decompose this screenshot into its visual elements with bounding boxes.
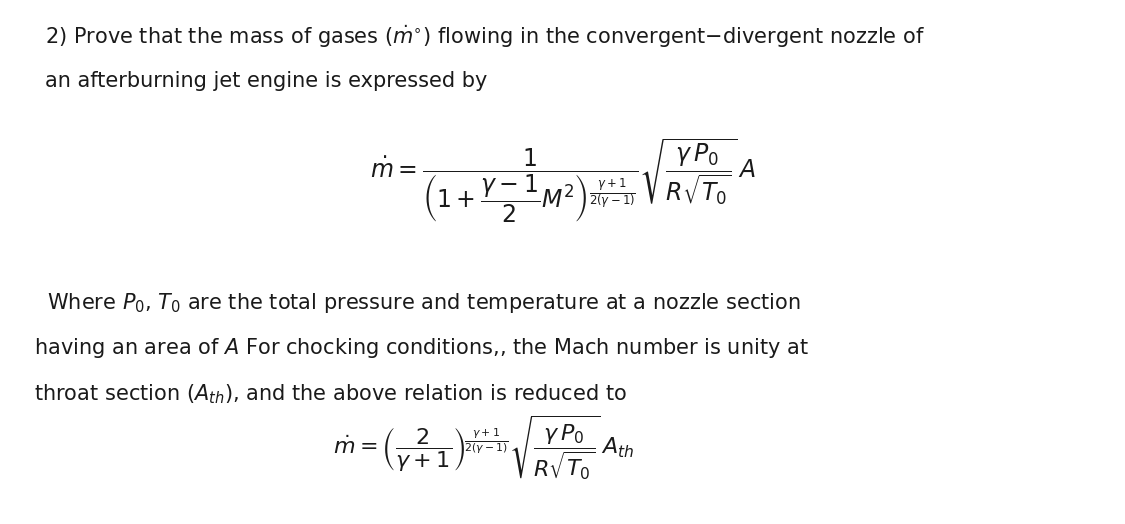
Text: having an area of $A$ For chocking conditions,, the Mach number is unity at: having an area of $A$ For chocking condi… [34,336,809,361]
Text: 2) Prove that the mass of gases ($\dot{m}^{\circ}$) flowing in the convergent$-$: 2) Prove that the mass of gases ($\dot{m… [45,24,925,50]
Text: throat section ($A_{th}$), and the above relation is reduced to: throat section ($A_{th}$), and the above… [34,382,627,406]
Text: $\dot{m} = \left(\dfrac{2}{\gamma+1}\right)^{\!\frac{\gamma+1}{2(\gamma-1)}}\sqr: $\dot{m} = \left(\dfrac{2}{\gamma+1}\rig… [333,414,634,482]
Text: $\dot{m} = \dfrac{1}{\left(1 + \dfrac{\gamma-1}{2}M^2\right)^{\frac{\gamma+1}{2(: $\dot{m} = \dfrac{1}{\left(1 + \dfrac{\g… [369,137,756,225]
Text: Where $P_0$, $T_0$ are the total pressure and temperature at a nozzle section: Where $P_0$, $T_0$ are the total pressur… [34,291,801,315]
Text: an afterburning jet engine is expressed by: an afterburning jet engine is expressed … [45,71,487,91]
